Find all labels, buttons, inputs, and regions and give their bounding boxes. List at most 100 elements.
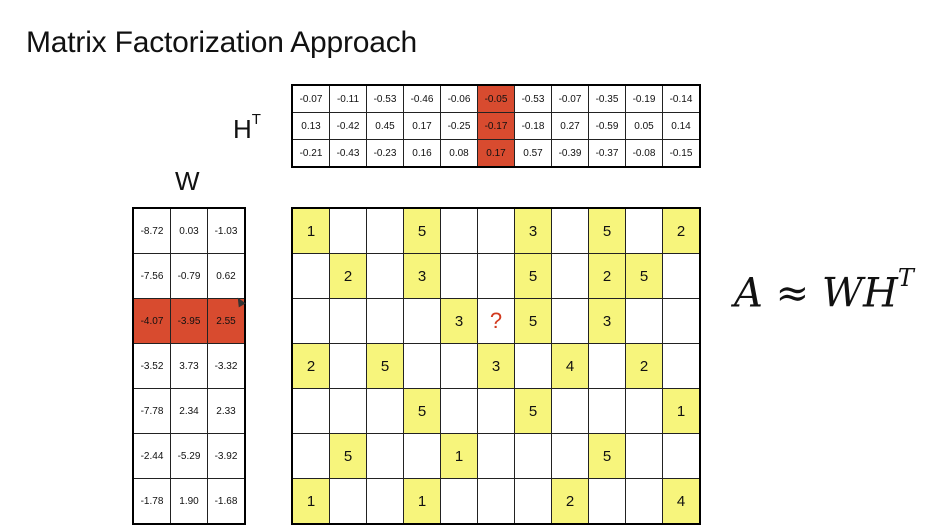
matrix-cell: -0.53 [366, 84, 404, 113]
matrix-cell [440, 207, 478, 254]
matrix-cell: 5 [514, 388, 552, 434]
w-row: -4.07 -3.95 2.55 [132, 298, 246, 344]
matrix-cell: -1.68 [207, 478, 246, 525]
matrix-cell [440, 478, 478, 525]
matrix-cell: -0.15 [662, 139, 701, 168]
matrix-cell: 5 [588, 207, 626, 254]
matrix-cell [477, 207, 515, 254]
matrix-cell: -0.39 [551, 139, 589, 168]
matrix-cell: 0.16 [403, 139, 441, 168]
w-matrix: -8.72 0.03 -1.03 -7.56 -0.79 0.62 -4.07 -3.95 2.… [132, 207, 246, 525]
matrix-cell: -0.37 [588, 139, 626, 168]
matrix-cell: 2 [551, 478, 589, 525]
matrix-cell: -0.79 [170, 253, 208, 299]
matrix-cell: 3 [477, 343, 515, 389]
matrix-cell: 0.62 [207, 253, 246, 299]
matrix-cell [329, 478, 367, 525]
matrix-cell: 0.45 [366, 112, 404, 140]
matrix-cell: 1 [440, 433, 478, 479]
matrix-cell [551, 433, 589, 479]
matrix-cell [403, 433, 441, 479]
matrix-cell [625, 388, 663, 434]
matrix-cell: -0.05 [477, 84, 515, 113]
matrix-cell: 0.57 [514, 139, 552, 168]
matrix-cell [588, 478, 626, 525]
matrix-cell [551, 207, 589, 254]
matrix-cell: -0.21 [291, 139, 330, 168]
matrix-cell [514, 478, 552, 525]
matrix-cell: -0.42 [329, 112, 367, 140]
matrix-cell: 0.27 [551, 112, 589, 140]
rating-row: 5 1 5 [291, 433, 701, 479]
w-row: -7.56 -0.79 0.62 [132, 253, 246, 299]
matrix-cell: 1.90 [170, 478, 208, 525]
matrix-cell [477, 478, 515, 525]
matrix-cell: 5 [403, 388, 441, 434]
matrix-cell [403, 343, 441, 389]
matrix-cell [291, 433, 330, 479]
rating-row: 1 1 2 4 [291, 478, 701, 525]
matrix-cell: -0.19 [625, 84, 663, 113]
matrix-cell [662, 253, 701, 299]
matrix-cell [440, 343, 478, 389]
matrix-cell: -0.25 [440, 112, 478, 140]
matrix-cell: -3.92 [207, 433, 246, 479]
matrix-cell [329, 388, 367, 434]
formula-lhs: A [734, 270, 763, 317]
matrix-cell [514, 433, 552, 479]
rating-row: 3? 5 3 [291, 298, 701, 344]
matrix-cell [366, 388, 404, 434]
matrix-cell: ? [477, 298, 515, 344]
ht-label-base: H [233, 114, 252, 144]
matrix-cell [662, 343, 701, 389]
matrix-cell [662, 433, 701, 479]
matrix-cell: 0.08 [440, 139, 478, 168]
matrix-cell [551, 298, 589, 344]
matrix-cell: 2.34 [170, 388, 208, 434]
matrix-cell [329, 298, 367, 344]
matrix-cell: 0.17 [477, 139, 515, 168]
w-row: -7.78 2.34 2.33 [132, 388, 246, 434]
matrix-cell: 5 [514, 253, 552, 299]
matrix-cell: -8.72 [132, 207, 171, 254]
slide-title: Matrix Factorization Approach [26, 26, 418, 59]
rating-matrix: 1 5 3 5 2 2 3 5 2 5 3? 5 3 2 5 3 4 2 5 5 1 5 1 5 1 1 2 4 [291, 207, 701, 525]
w-row: -2.44 -5.29 -3.92 [132, 433, 246, 479]
matrix-cell [440, 253, 478, 299]
matrix-cell [477, 388, 515, 434]
ht-matrix: -0.07 -0.11 -0.53 -0.46 -0.06 -0.05 -0.53 -0.07… [291, 84, 701, 168]
matrix-cell: -2.44 [132, 433, 171, 479]
matrix-cell: 5 [403, 207, 441, 254]
matrix-cell: -5.29 [170, 433, 208, 479]
matrix-cell [625, 433, 663, 479]
ht-label-sup: T [251, 111, 261, 129]
factorization-formula: A ≈ WHT [734, 264, 914, 317]
formula-rhs: WH [821, 270, 898, 317]
matrix-cell: 2.33 [207, 388, 246, 434]
matrix-cell [477, 433, 515, 479]
matrix-cell: 3 [403, 253, 441, 299]
matrix-cell: 3 [440, 298, 478, 344]
matrix-cell: 4 [662, 478, 701, 525]
matrix-cell: -0.08 [625, 139, 663, 168]
matrix-cell: 2 [291, 343, 330, 389]
ht-label: HT [233, 111, 261, 145]
matrix-cell: -0.07 [291, 84, 330, 113]
matrix-cell [551, 253, 589, 299]
matrix-cell: 2 [329, 253, 367, 299]
matrix-cell: -0.18 [514, 112, 552, 140]
matrix-cell: 3 [588, 298, 626, 344]
w-row: -3.52 3.73 -3.32 [132, 343, 246, 389]
matrix-cell: 5 [514, 298, 552, 344]
matrix-cell: 5 [329, 433, 367, 479]
matrix-cell [588, 343, 626, 389]
matrix-cell [551, 388, 589, 434]
matrix-cell: 0.05 [625, 112, 663, 140]
matrix-cell [662, 298, 701, 344]
matrix-cell: 0.03 [170, 207, 208, 254]
matrix-cell: -7.56 [132, 253, 171, 299]
matrix-cell: 1 [403, 478, 441, 525]
matrix-cell: 5 [366, 343, 404, 389]
